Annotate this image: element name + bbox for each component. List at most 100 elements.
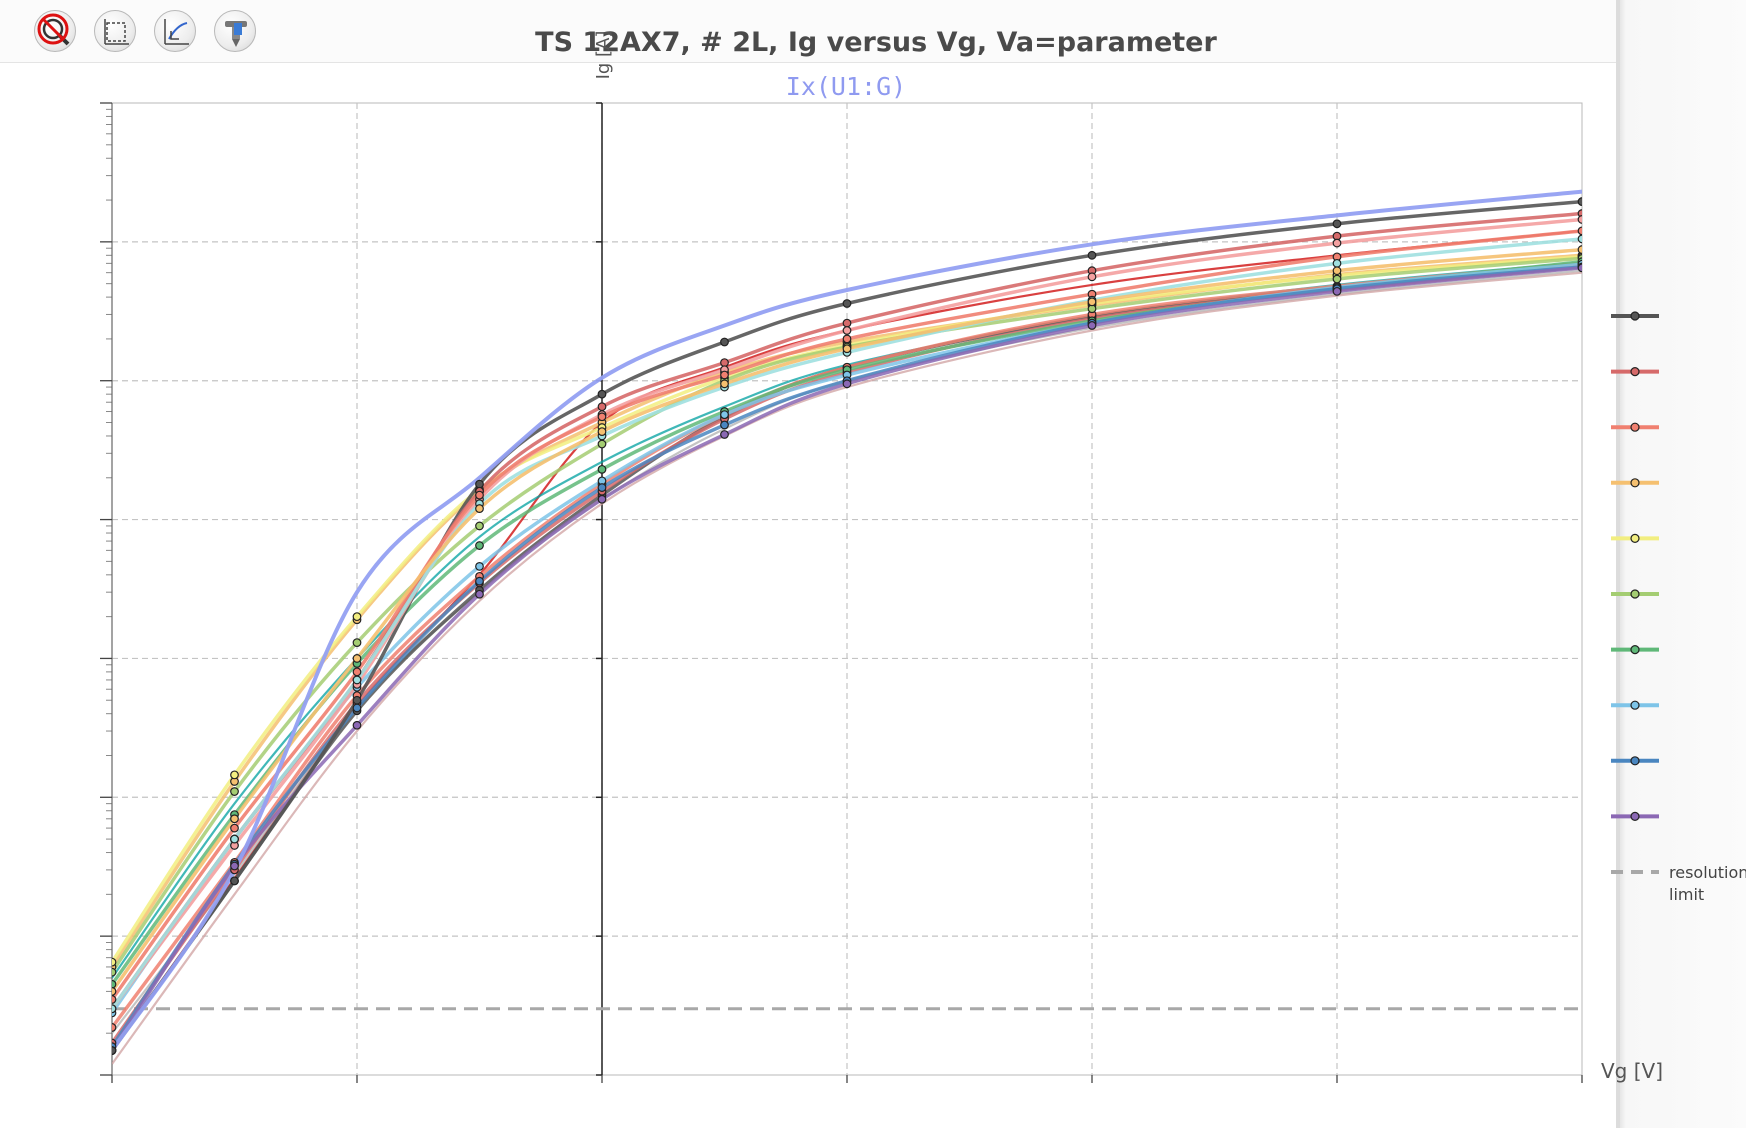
data-point-highlight <box>352 675 362 685</box>
data-point-highlight <box>1577 245 1582 254</box>
pin-axes-button[interactable] <box>214 10 256 52</box>
data-point-highlight <box>1577 226 1582 236</box>
data-point-highlight <box>720 358 729 368</box>
legend-marker-130 <box>1630 756 1640 766</box>
markers <box>112 197 1582 1055</box>
data-point-130 <box>720 420 729 430</box>
toolbar <box>0 0 1616 63</box>
legend-marker-20 <box>1630 533 1640 544</box>
data-point-highlight <box>1332 258 1342 268</box>
highlight-trace-line <box>112 199 1582 1052</box>
data-point-160 <box>352 720 362 730</box>
data-point-160 <box>1577 263 1582 273</box>
data-point-160 <box>475 589 484 599</box>
data-point-40 <box>352 638 362 648</box>
labels: TS 12AX7, # 2L, Ig versus Vg, Va=paramet… <box>535 27 1663 1083</box>
y-axis-label: Ig [A] <box>593 31 614 80</box>
reset-zoom-button[interactable] <box>34 10 76 52</box>
magnifier-crossed-icon <box>37 13 70 46</box>
data-point-70 <box>112 979 117 989</box>
data-point-100 <box>720 410 729 420</box>
side-panel <box>1620 0 1746 1128</box>
legend-marker-40 <box>1630 589 1640 599</box>
highlight-trace-line <box>112 229 1582 1001</box>
data-point-40 <box>1332 274 1342 284</box>
data-point-highlight <box>1087 250 1097 260</box>
legend: resolution limit <box>1611 311 1746 904</box>
data-point-160 <box>842 379 852 389</box>
data-point-highlight <box>230 834 239 844</box>
legend-marker-6 <box>1630 422 1640 432</box>
chart-title: TS 12AX7, # 2L, Ig versus Vg, Va=paramet… <box>535 27 1217 58</box>
legend-marker-70 <box>1630 644 1640 655</box>
legend-label-resolution-limit: resolution limit <box>1669 863 1746 904</box>
data-point-40 <box>475 521 484 531</box>
traces <box>112 189 1582 1065</box>
data-point-20 <box>352 612 362 622</box>
data-point-160 <box>230 861 239 871</box>
data-point-highlight <box>720 337 729 347</box>
zoom-box-icon <box>104 19 129 45</box>
data-point-40 <box>112 967 117 977</box>
data-point-160 <box>597 494 607 504</box>
data-point-highlight <box>597 427 607 437</box>
zoom-out-axes-icon <box>164 19 189 45</box>
x-axis-label: Vg [V] <box>1601 1059 1663 1083</box>
zoom-out-button[interactable] <box>154 10 196 52</box>
axes <box>100 102 1583 1083</box>
data-point-highlight <box>842 344 852 354</box>
data-point-highlight <box>475 504 484 513</box>
background-trace-line <box>112 271 1582 1065</box>
data-point-160 <box>720 430 729 439</box>
data-point-highlight <box>112 987 117 996</box>
data-point-highlight <box>1577 197 1582 206</box>
overlay-trace-label: Ix(U1:G) <box>786 72 906 101</box>
data-point-highlight <box>230 814 239 824</box>
legend-marker-0 <box>1630 311 1640 321</box>
data-point-highlight <box>597 412 607 422</box>
data-point-highlight <box>112 1046 117 1055</box>
data-point-highlight <box>720 379 729 389</box>
data-point-highlight <box>597 389 607 399</box>
data-point-40 <box>230 787 239 796</box>
data-point-highlight <box>1087 272 1097 282</box>
data-point-highlight <box>842 326 852 335</box>
data-point-70 <box>597 464 607 474</box>
data-point-20 <box>112 957 117 967</box>
data-point-highlight <box>352 667 362 677</box>
data-point-highlight <box>1332 266 1342 276</box>
legend-label-resolution-limit-line: resolution <box>1669 863 1746 882</box>
data-point-highlight <box>1332 219 1342 229</box>
data-point-highlight <box>230 876 239 886</box>
series-line-130 <box>112 265 1582 1048</box>
data-point-130 <box>475 576 484 586</box>
pin-icon <box>225 21 247 47</box>
data-point-70 <box>475 541 484 550</box>
window-edge <box>1616 0 1620 1128</box>
data-point-highlight <box>475 490 484 500</box>
data-point-130 <box>597 483 607 492</box>
data-point-highlight <box>842 334 852 344</box>
data-point-highlight <box>112 995 117 1004</box>
data-point-highlight <box>720 370 729 380</box>
data-point-40 <box>597 439 607 449</box>
data-point-100 <box>475 561 484 571</box>
data-point-highlight <box>1087 297 1097 307</box>
data-point-highlight <box>230 823 239 833</box>
overlay-trace-line <box>112 189 1582 1052</box>
data-point-highlight <box>597 402 607 412</box>
data-point-highlight <box>1577 215 1582 224</box>
highlight-trace-line <box>112 237 1582 1010</box>
series-line-20 <box>112 255 1582 964</box>
data-point-160 <box>1087 321 1097 330</box>
data-point-highlight <box>112 1004 117 1014</box>
zoom-box-button[interactable] <box>94 10 136 52</box>
data-point-20 <box>230 770 239 780</box>
legend-marker-160 <box>1630 811 1640 822</box>
data-point-highlight <box>352 695 362 705</box>
highlight-trace-line <box>112 217 1582 1010</box>
data-point-highlight <box>1577 234 1582 244</box>
data-point-160 <box>1332 286 1342 296</box>
data-point-highlight <box>842 299 852 308</box>
